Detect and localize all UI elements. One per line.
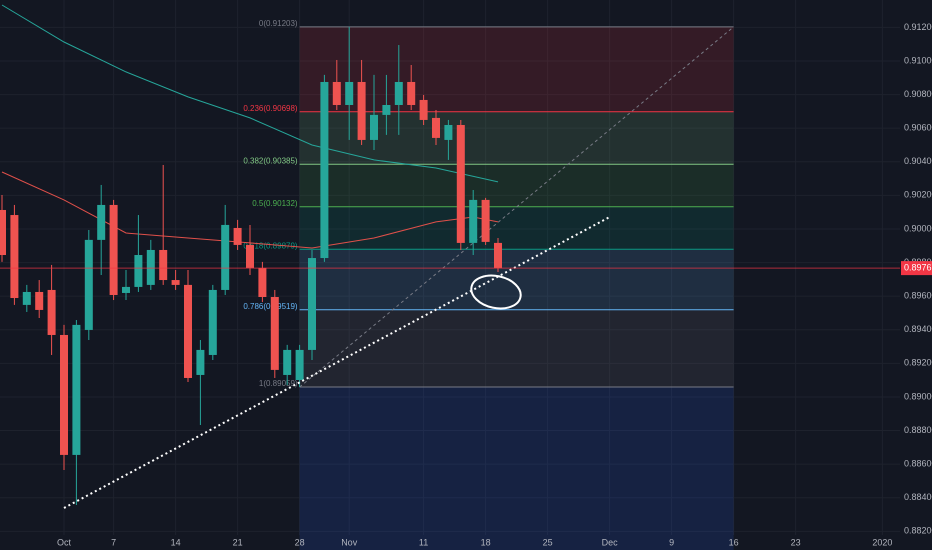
x-tick-label: 14	[171, 537, 181, 547]
candle-body	[10, 215, 19, 299]
fib-trend-line	[299, 26, 734, 388]
candle-body	[22, 291, 31, 305]
fib-level-label: 0.236(0.90698)	[243, 104, 298, 113]
candle-body	[456, 124, 465, 243]
x-tick-label: 21	[233, 537, 243, 547]
candle-body	[47, 289, 56, 335]
candle-body	[407, 81, 416, 105]
x-tick-label: 25	[543, 537, 553, 547]
candle-body	[35, 291, 44, 310]
candle-body	[122, 286, 130, 293]
fib-level-label: 0.382(0.90385)	[243, 156, 298, 165]
candle-body	[233, 227, 242, 245]
candle-body	[60, 334, 68, 455]
fib-level-label: 1(0.89059)	[259, 379, 298, 388]
candle-body	[171, 280, 180, 285]
x-tick-label: 7	[111, 537, 116, 547]
candle-body	[84, 239, 93, 330]
candle-body	[196, 349, 205, 375]
fib-level-label: 0.786(0.89519)	[243, 302, 298, 311]
candle-body	[345, 81, 354, 105]
moving-average-line	[1, 171, 499, 249]
fib-level-label: 0(0.91203)	[259, 19, 298, 28]
moving-average-line	[1, 4, 499, 183]
candle-body	[97, 204, 106, 240]
candle-body	[283, 349, 292, 375]
trendline	[63, 216, 611, 509]
candle-body	[134, 255, 143, 287]
last-price-box	[901, 261, 932, 276]
candle-body	[481, 199, 490, 242]
drawn-circle	[470, 274, 522, 310]
candle-body	[308, 258, 316, 350]
fib-zone	[299, 206, 734, 250]
x-tick-label: 18	[481, 537, 491, 547]
x-tick-label: 11	[419, 537, 428, 547]
x-tick-label: Oct	[57, 537, 72, 547]
candle-body	[370, 114, 378, 140]
x-tick-label: 16	[729, 537, 739, 547]
candle-body	[221, 224, 230, 290]
candle-body	[382, 104, 391, 115]
plot: 0(0.91203) 0.236(0.90698) 0.382(0.90385) 0.…	[0, 0, 900, 550]
fib-extension-zone	[299, 387, 734, 550]
candle-body	[184, 284, 192, 378]
candle-body	[258, 267, 267, 298]
candle-body	[357, 81, 366, 140]
candle-body	[320, 81, 329, 259]
fib-zone	[299, 26, 734, 112]
candle-body	[419, 99, 428, 120]
candle-body	[295, 349, 304, 380]
candle-body	[208, 289, 217, 355]
candle-body	[0, 209, 6, 256]
candle-body	[159, 249, 168, 281]
candle-body	[494, 242, 502, 269]
candle-body	[432, 117, 440, 138]
candle-body	[72, 324, 81, 455]
x-tick-label: 23	[791, 537, 801, 547]
candle-body	[270, 297, 279, 370]
x-tick-label: 28	[295, 537, 305, 547]
last-price-label: 0.89767	[904, 262, 932, 272]
candle-body	[146, 249, 155, 285]
x-tick-label: 2020	[872, 537, 892, 547]
fib-zone	[299, 309, 734, 388]
fib-zone	[299, 249, 734, 310]
fib-level-label: 0.618(0.89879)	[243, 241, 298, 250]
candle-body	[394, 81, 403, 105]
candle-body	[332, 81, 341, 105]
candle-body	[109, 204, 118, 295]
candle-body	[469, 199, 478, 243]
x-tick-label: Nov	[341, 537, 358, 547]
candle-body	[246, 244, 254, 268]
x-tick-label: Dec	[602, 537, 619, 547]
fib-level-label: 0.5(0.90132)	[252, 199, 298, 208]
fib-zone	[299, 164, 734, 207]
x-tick-label: 9	[669, 537, 674, 547]
candle-body	[444, 124, 453, 140]
